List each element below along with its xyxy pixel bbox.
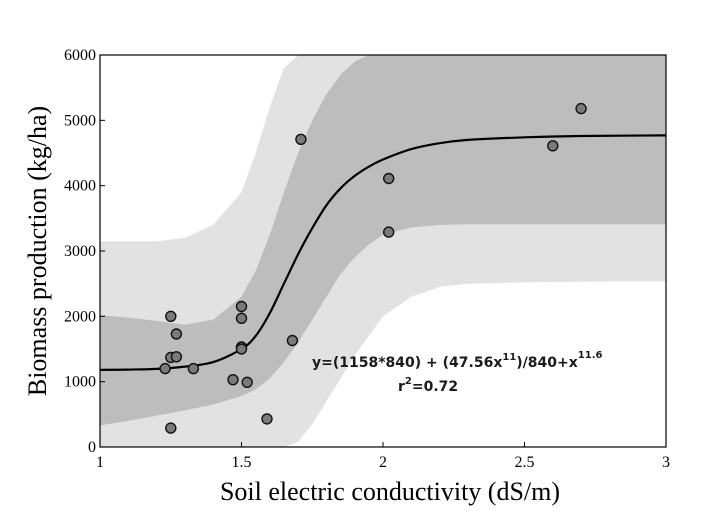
data-point [227,374,239,386]
data-point [241,376,253,388]
data-point [165,422,177,434]
inner-confidence-band [100,55,666,426]
y-axis-title: Biomass production (kg/ha) [23,106,52,396]
y-tick-label: 5000 [64,112,96,129]
y-tick-label: 6000 [64,47,96,64]
data-point [187,362,200,375]
x-tick-label: 2.5 [515,454,535,471]
data-point [286,334,299,347]
fit-curve [100,134,666,371]
y-axis: 0 1000 2000 3000 4000 5000 6000 [64,47,105,456]
x-axis-title: Soil electric conductivity (dS/m) [220,477,560,506]
x-tick-label: 1 [96,454,104,471]
data-point [165,310,177,322]
x-tick-label: 1.5 [232,454,252,471]
data-point [235,343,248,355]
fit-equation: y=(1158*840) + (47.56x11)/840+x11.6 [312,350,602,371]
x-axis: 1 1.5 2 2.5 3 [96,442,670,471]
data-point [170,351,183,363]
r-squared-label: r2=0.72 [398,376,458,395]
data-point [383,172,395,185]
data-points [159,102,587,434]
data-point [383,226,395,238]
y-tick-label: 0 [88,439,96,456]
data-point [159,362,171,375]
y-tick-label: 4000 [64,178,96,195]
y-tick-label: 3000 [64,243,96,260]
data-point [261,413,273,425]
x-tick-label: 2 [379,454,387,471]
x-tick-label: 3 [662,454,670,471]
data-point [170,328,183,340]
data-point [575,102,587,115]
y-tick-label: 1000 [64,374,96,391]
data-point [295,133,307,146]
data-point [547,140,559,152]
data-point [235,300,248,313]
data-point [235,312,248,324]
y-tick-label: 2000 [64,308,96,325]
